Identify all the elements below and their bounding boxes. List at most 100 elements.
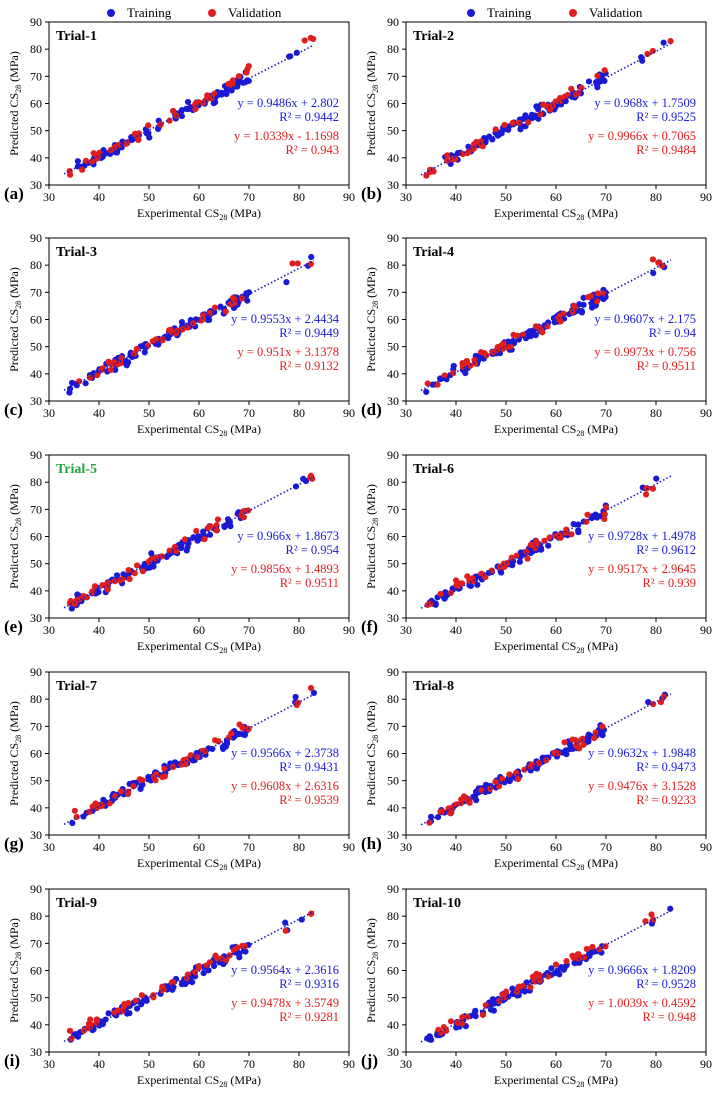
y-tick-label: 50: [30, 991, 42, 1005]
training-point: [532, 332, 539, 339]
validation-point: [525, 119, 532, 126]
training-point: [432, 601, 439, 608]
validation-point: [655, 259, 662, 266]
training-point: [517, 126, 524, 133]
training-point: [594, 84, 601, 91]
validation-point: [133, 562, 141, 569]
training-point: [241, 731, 248, 739]
training-point: [178, 319, 186, 326]
validation-point: [535, 324, 542, 331]
y-tick-label: 70: [387, 69, 399, 83]
validation-point: [181, 536, 189, 543]
chart-title: Trial-8: [413, 679, 454, 694]
validation-point: [557, 318, 564, 325]
validation-point: [512, 769, 520, 777]
training-point: [69, 819, 76, 827]
validation-point: [426, 819, 433, 826]
validation-point: [66, 1027, 74, 1034]
training-point: [509, 562, 516, 569]
legend-training: Training: [107, 5, 171, 21]
validation-point: [173, 548, 180, 555]
x-tick-label: 30: [400, 190, 412, 204]
y-axis-label: Predicted CS28 (MPa): [364, 484, 380, 589]
training-point: [244, 297, 251, 304]
x-axis-label: Experimental CS28 (MPa): [494, 1073, 618, 1089]
y-tick-label: 70: [387, 719, 399, 733]
validation-point: [546, 534, 553, 541]
panel-label: (b): [361, 184, 382, 203]
validation-point: [111, 1009, 118, 1016]
validation-point: [118, 355, 125, 362]
validation-point: [289, 260, 296, 267]
validation-point: [66, 168, 73, 175]
panel-label: (a): [4, 184, 24, 203]
validation-point: [552, 98, 559, 105]
validation-r2: R² = 0.939: [642, 576, 696, 590]
y-tick-label: 60: [387, 747, 399, 761]
validation-point: [139, 568, 147, 575]
y-tick-label: 60: [30, 964, 42, 978]
training-point: [200, 969, 207, 977]
validation-r2: R² = 0.9511: [280, 576, 339, 590]
validation-point: [90, 150, 97, 157]
y-tick-label: 90: [387, 231, 399, 245]
legend: Training Validation Training Validation: [0, 0, 725, 24]
legend-validation: Validation: [208, 5, 281, 21]
training-point: [242, 79, 249, 86]
x-tick-label: 70: [600, 623, 612, 637]
x-tick-label: 90: [700, 1057, 712, 1071]
validation-point: [498, 342, 505, 349]
y-tick-label: 90: [30, 15, 42, 29]
training-point: [562, 747, 569, 754]
y-tick-label: 60: [387, 97, 399, 111]
validation-point: [499, 775, 506, 782]
x-tick-label: 30: [43, 190, 55, 204]
validation-point: [561, 93, 569, 100]
chart-9: 30 40 50 60 70 80 90 30 40 50 60 70 80 90 Experimental…: [4, 882, 355, 1089]
x-tick-label: 70: [600, 840, 612, 854]
training-point: [505, 338, 512, 345]
validation-point: [152, 771, 160, 778]
validation-point: [563, 957, 570, 965]
training-r2: R² = 0.94: [649, 326, 697, 340]
y-axis-label: Predicted CS28 (MPa): [364, 918, 380, 1023]
y-tick-label: 30: [30, 828, 42, 842]
y-tick-label: 60: [387, 530, 399, 544]
x-tick-label: 30: [400, 406, 412, 420]
validation-point: [584, 511, 591, 518]
y-tick-label: 30: [387, 178, 399, 192]
chart-7: 30 40 50 60 70 80 90 30 40 50 60 70 80 90 Experimental…: [4, 665, 355, 872]
y-tick-label: 30: [30, 1045, 42, 1059]
validation-point: [514, 775, 522, 783]
validation-point: [234, 944, 241, 951]
validation-equation: y = 0.9476x + 3.1528: [588, 779, 696, 793]
trend-line: [420, 259, 672, 392]
training-point: [298, 916, 305, 923]
validation-point: [587, 292, 595, 300]
validation-point: [513, 332, 521, 339]
training-point: [68, 605, 75, 612]
validation-point: [241, 943, 248, 950]
y-tick-label: 90: [30, 882, 42, 896]
validation-point: [461, 797, 468, 804]
x-tick-label: 80: [650, 190, 662, 204]
validation-point: [205, 524, 212, 531]
training-point: [566, 741, 573, 748]
validation-point: [524, 555, 531, 562]
x-tick-label: 50: [143, 1057, 155, 1071]
training-point: [589, 303, 596, 310]
legend-training-label: Training: [487, 5, 532, 20]
x-tick-label: 90: [700, 406, 712, 420]
y-tick-label: 80: [30, 692, 42, 706]
validation-point: [67, 597, 74, 605]
panel-label: (i): [4, 1051, 20, 1070]
y-tick-label: 70: [30, 719, 42, 733]
validation-point: [437, 808, 444, 815]
panel-label: (h): [361, 834, 382, 853]
y-tick-label: 30: [30, 394, 42, 408]
validation-point: [537, 111, 544, 118]
validation-point: [536, 977, 543, 984]
y-axis-label: Predicted CS28 (MPa): [7, 701, 23, 806]
validation-point: [601, 510, 608, 517]
validation-point: [203, 962, 210, 969]
